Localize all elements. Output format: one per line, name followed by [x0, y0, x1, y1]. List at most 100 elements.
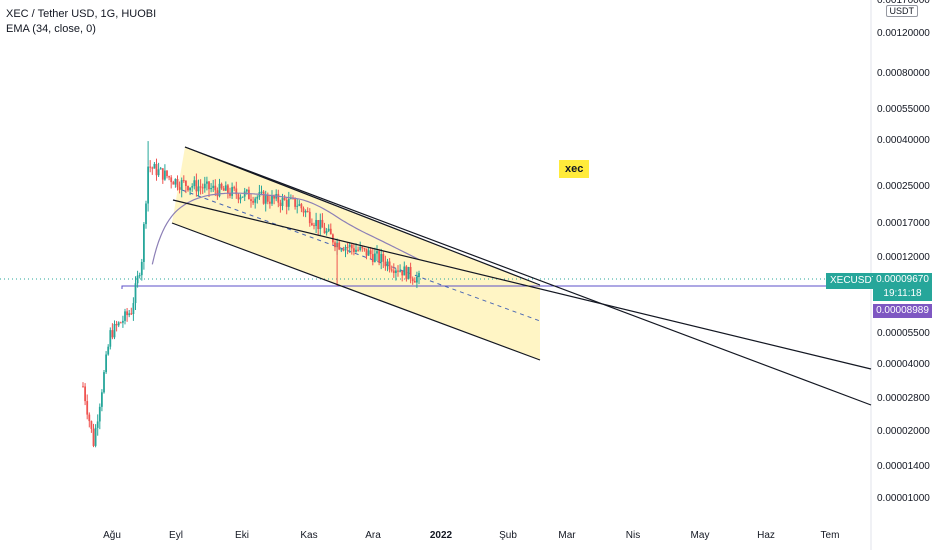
candle: [151, 166, 154, 175]
candle-body: [266, 195, 269, 202]
candle-body: [357, 249, 359, 251]
price-tick-label: 0.00012000: [877, 252, 930, 263]
candle-body: [399, 270, 401, 272]
candle-body: [92, 428, 95, 446]
candle-body: [300, 204, 303, 209]
candle: [386, 258, 389, 272]
price-tick-label: 0.00017000: [877, 218, 930, 230]
candle-body: [296, 205, 299, 207]
candle: [109, 327, 112, 350]
candle: [208, 180, 210, 198]
time-tick-label: Ara: [365, 530, 381, 541]
candle: [90, 420, 93, 433]
candle-body: [269, 201, 271, 204]
plot-area[interactable]: [0, 0, 872, 550]
candle-body: [306, 211, 309, 213]
candle-body: [411, 278, 414, 282]
candle: [178, 181, 181, 194]
candle: [157, 162, 160, 178]
channel-lower-line[interactable]: [171, 222, 541, 361]
horizontal-level-line[interactable]: [121, 285, 871, 290]
candle: [153, 161, 156, 169]
candle: [136, 270, 139, 288]
candle-body: [206, 181, 208, 184]
channel-upper-line[interactable]: [184, 146, 541, 286]
candle: [138, 272, 141, 279]
time-tick-label: Kas: [300, 530, 318, 541]
candle-body: [350, 244, 353, 249]
candle-body: [136, 275, 139, 284]
candles[interactable]: [82, 158, 420, 448]
candle: [197, 179, 200, 197]
candle: [411, 276, 414, 285]
candle: [237, 193, 240, 204]
candle: [119, 321, 122, 324]
candle: [134, 276, 137, 310]
candle: [353, 243, 355, 256]
candle-body: [315, 220, 317, 226]
time-tick-label: Haz: [757, 530, 775, 541]
candle-body: [302, 208, 305, 213]
candle-body: [327, 228, 330, 231]
candle-body: [248, 189, 250, 200]
ema-indicator-label[interactable]: EMA (34, close, 0): [6, 23, 96, 35]
candle: [357, 246, 359, 252]
candle-body: [254, 198, 257, 203]
candle: [199, 179, 202, 195]
candle-body: [222, 188, 225, 191]
candle: [96, 414, 99, 436]
ema-line[interactable]: [151, 192, 420, 265]
candle: [277, 189, 280, 208]
candle-body: [380, 254, 383, 263]
time-tick-label: 2022: [429, 530, 453, 541]
candle-body: [132, 303, 135, 314]
candle-body: [287, 198, 290, 207]
candle: [159, 166, 162, 170]
candle-body: [164, 170, 166, 180]
candle: [380, 248, 383, 270]
candle: [361, 246, 364, 252]
candle-body: [189, 187, 191, 191]
candle-body: [321, 219, 324, 228]
candle: [170, 175, 173, 189]
candle-body: [273, 195, 275, 199]
candle-body: [304, 211, 307, 213]
candle-body: [353, 248, 355, 252]
candle: [298, 200, 301, 207]
candle-body: [363, 248, 366, 250]
candle-body: [203, 183, 206, 189]
candle: [296, 198, 299, 214]
candle: [231, 182, 233, 199]
candle-body: [313, 225, 315, 227]
candle-body: [256, 196, 259, 199]
candle: [319, 213, 322, 236]
candle-body: [208, 181, 210, 190]
candle-body: [101, 392, 103, 407]
candle: [348, 242, 351, 253]
long-trendline-1[interactable]: [184, 146, 872, 406]
price-axis-unit[interactable]: USDT: [885, 5, 918, 17]
candle-body: [359, 246, 362, 250]
long-trendline-2[interactable]: [172, 199, 872, 370]
candle-body: [294, 197, 296, 207]
candle-body: [252, 200, 254, 203]
candle: [166, 170, 168, 179]
candle: [220, 182, 223, 190]
candle: [382, 251, 385, 269]
candle: [254, 196, 257, 209]
candle: [212, 179, 215, 192]
symbol-title[interactable]: XEC / Tether USD, 1G, HUOBI: [6, 8, 157, 20]
candle: [334, 240, 336, 252]
price-tick-label: 0.00002800: [877, 393, 930, 405]
price-tick-label: 0.00040000: [877, 135, 930, 147]
last-price-label: 0.00009670 19:11:18: [873, 273, 932, 301]
candle-body: [111, 330, 114, 338]
candle: [128, 310, 131, 318]
candle: [269, 194, 271, 209]
candle-body: [401, 270, 404, 276]
candle-body: [187, 186, 189, 191]
candle-body: [298, 204, 301, 206]
candle-body: [94, 427, 97, 446]
text-annotation[interactable]: xec: [559, 160, 590, 178]
